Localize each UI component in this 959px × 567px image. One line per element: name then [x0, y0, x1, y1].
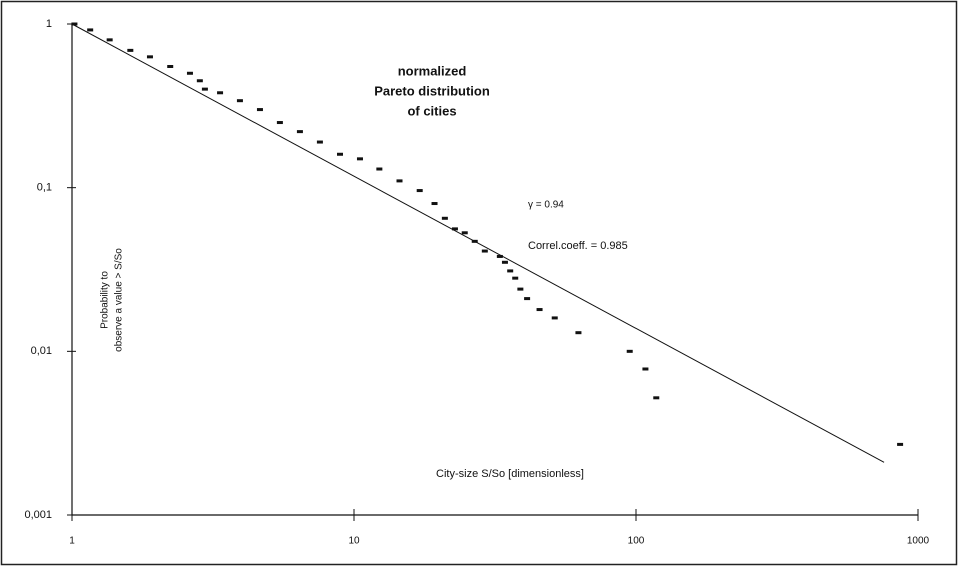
point	[256, 108, 263, 112]
point	[501, 260, 508, 264]
fit-line	[71, 23, 885, 463]
y-tick-label: 0,1	[37, 182, 52, 194]
x-tick-label: 100	[628, 536, 645, 547]
point	[416, 189, 423, 193]
point	[642, 367, 649, 371]
point	[517, 287, 524, 291]
point	[653, 396, 660, 400]
point	[431, 202, 438, 206]
point	[461, 231, 468, 235]
point	[296, 130, 303, 134]
point	[507, 269, 514, 273]
point	[376, 167, 383, 171]
point	[127, 48, 134, 52]
point	[87, 28, 94, 32]
point	[575, 331, 582, 335]
point	[316, 140, 323, 144]
annotation: γ = 0.94	[528, 200, 564, 211]
x-axis-label: City-size S/So [dimensionless]	[436, 468, 584, 480]
x-tick-label: 1	[69, 536, 75, 547]
point	[186, 71, 193, 75]
point	[71, 22, 78, 26]
point	[276, 121, 283, 125]
point	[551, 316, 558, 320]
point	[897, 442, 904, 446]
x-tick-label: 1000	[907, 536, 930, 547]
point	[471, 239, 478, 243]
chart-title: of cities	[407, 103, 456, 118]
point	[106, 38, 113, 42]
y-axis-label: observe a value > S/So	[114, 248, 125, 352]
point	[396, 179, 403, 183]
point	[536, 308, 543, 312]
point	[512, 276, 519, 280]
chart-title: normalized	[398, 63, 467, 78]
point	[356, 157, 363, 161]
y-tick-label: 0,001	[24, 509, 52, 521]
point	[496, 254, 503, 258]
point	[451, 227, 458, 231]
y-tick-label: 1	[46, 18, 52, 30]
point	[337, 152, 344, 156]
chart-title: Pareto distribution	[374, 83, 490, 98]
annotation: Correl.coeff. = 0.985	[528, 240, 628, 252]
point	[196, 79, 203, 83]
point	[481, 249, 488, 253]
point	[201, 87, 208, 91]
point	[167, 64, 174, 68]
point	[626, 349, 633, 353]
x-tick-label: 10	[348, 536, 360, 547]
point	[217, 91, 224, 95]
point	[146, 55, 153, 59]
point	[236, 99, 243, 103]
point	[441, 216, 448, 220]
point	[524, 297, 531, 301]
y-axis-label: Probability to	[100, 271, 111, 329]
y-tick-label: 0,01	[31, 345, 52, 357]
